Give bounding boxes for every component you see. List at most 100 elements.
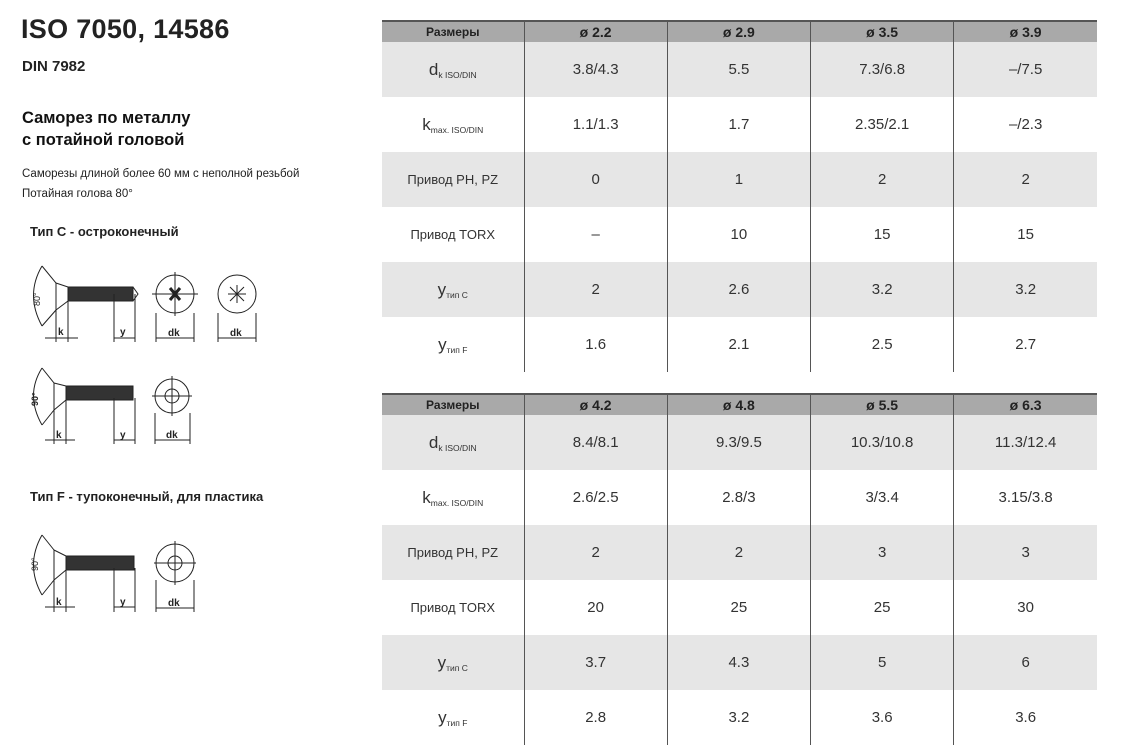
row-label-main: k (422, 114, 431, 134)
value-cell: 6 (953, 635, 1097, 690)
dimensions-table-small: Размеры ø 2.2 ø 2.9 ø 3.5 ø 3.9 dk ISO/D… (382, 20, 1097, 372)
row-label-main: Привод PH, PZ (407, 545, 499, 560)
row-label-subscript: тип F (446, 344, 468, 355)
value-cell: –/7.5 (953, 42, 1097, 97)
row-label-subscript: k ISO/DIN (438, 69, 477, 80)
value-cell: 3.6 (809, 690, 954, 745)
product-notes: Саморезы длиной более 60 мм с неполной р… (22, 164, 299, 204)
value-cell: 30 (953, 580, 1097, 635)
row-label: kmax. ISO/DIN (382, 470, 524, 525)
row-label-subscript: тип F (446, 717, 468, 728)
screw-head-type-f-view: dk (154, 541, 196, 612)
value-cell: 15 (809, 207, 954, 262)
header-cell: ø 5.5 (809, 393, 954, 415)
header-cell: ø 4.8 (666, 393, 811, 415)
value-cell: 3.6 (953, 690, 1097, 745)
row-label: dk ISO/DIN (382, 42, 524, 97)
row-label-subscript: max. ISO/DIN (430, 124, 484, 135)
row-label-main: y (438, 707, 447, 727)
value-cell: 3.2 (953, 262, 1097, 317)
table-row: Привод PH, PZ 0 1 2 2 (382, 152, 1097, 207)
value-cell: 1.6 (523, 317, 668, 372)
row-label-main: y (438, 334, 447, 354)
svg-text:y: y (120, 327, 126, 338)
heading-line: Саморез по металлу (22, 109, 191, 127)
product-heading: Саморез по металлу с потайной головой (22, 107, 190, 151)
value-cell: 2 (523, 525, 668, 580)
value-cell: 3.7 (523, 635, 668, 690)
table-row: Привод TORX –10 15 15 (382, 207, 1097, 262)
screw-head-torx-view: dk (152, 376, 192, 444)
row-label: Привод TORX (382, 580, 524, 635)
value-cell: 3.8/4.3 (523, 42, 668, 97)
row-label: Привод PH, PZ (382, 152, 524, 207)
value-cell: 1.1/1.3 (523, 97, 668, 152)
value-cell: 2.7 (953, 317, 1097, 372)
value-cell: 2.5 (809, 317, 954, 372)
value-cell: 3.15/3.8 (953, 470, 1097, 525)
page-title: ISO 7050, 14586 (21, 14, 230, 44)
svg-text:y: y (120, 430, 126, 441)
row-label: dk ISO/DIN (382, 415, 524, 470)
table-row: yтип F 2.8 3.2 3.6 3.6 (382, 690, 1097, 745)
value-cell: 2 (953, 152, 1097, 207)
value-cell: 10 (666, 207, 811, 262)
screw-head-pozidriv-view: dk (217, 274, 257, 342)
value-cell: 15 (953, 207, 1097, 262)
value-cell: 2.8 (523, 690, 668, 745)
svg-text:k: k (56, 597, 62, 608)
row-label: yтип F (382, 690, 524, 745)
value-cell: 10.3/10.8 (809, 415, 954, 470)
screw-side-view-type-f: k y 90° (30, 534, 136, 612)
value-cell: – (523, 207, 668, 262)
row-label: Привод TORX (382, 207, 524, 262)
row-label: kmax. ISO/DIN (382, 97, 524, 152)
value-cell: 2.6/2.5 (523, 470, 668, 525)
row-label-main: k (422, 487, 431, 507)
value-cell: 2.8/3 (666, 470, 811, 525)
row-label-main: d (428, 432, 439, 452)
row-label: yтип C (382, 262, 524, 317)
svg-text:80°: 80° (32, 292, 42, 306)
svg-text:dk: dk (168, 598, 180, 609)
note: Потайная голова 80° (22, 188, 133, 200)
screw-side-view-phillips: k y 80° (32, 265, 139, 342)
row-label: Привод PH, PZ (382, 525, 524, 580)
row-label-main: Привод TORX (410, 600, 496, 615)
svg-text:90°: 90° (30, 557, 40, 571)
page-subtitle: DIN 7982 (22, 58, 86, 75)
svg-text:dk: dk (168, 328, 180, 339)
table-header-row: Размеры ø 4.2 ø 4.8 ø 5.5 ø 6.3 (382, 393, 1097, 415)
value-cell: 1.7 (666, 97, 811, 152)
value-cell: 25 (809, 580, 954, 635)
header-cell: ø 2.9 (666, 20, 811, 42)
type-c-label: Тип С - остроконечный (30, 224, 179, 239)
value-cell: 0 (523, 152, 668, 207)
row-label-subscript: max. ISO/DIN (430, 497, 484, 508)
table-row: dk ISO/DIN 8.4/8.1 9.3/9.5 10.3/10.8 11.3/12… (382, 415, 1097, 470)
value-cell: 3 (953, 525, 1097, 580)
value-cell: 5 (809, 635, 954, 690)
screw-head-phillips-view: dk (152, 272, 198, 342)
value-cell: 1 (666, 152, 811, 207)
header-cell: ø 6.3 (953, 393, 1097, 415)
row-label-subscript: тип C (446, 289, 468, 300)
row-label: yтип C (382, 635, 524, 690)
value-cell: 11.3/12.4 (953, 415, 1097, 470)
table-row: yтип F 1.6 2.1 2.5 2.7 (382, 317, 1097, 372)
svg-text:y: y (120, 597, 126, 608)
screw-side-view-torx: k y 90° (30, 367, 136, 444)
value-cell: –/2.3 (953, 97, 1097, 152)
row-label-subscript: k ISO/DIN (438, 442, 477, 453)
value-cell: 5.5 (666, 42, 811, 97)
value-cell: 2.6 (666, 262, 811, 317)
dimensions-table-large: Размеры ø 4.2 ø 4.8 ø 5.5 ø 6.3 dk ISO/D… (382, 393, 1097, 745)
row-label-subscript: тип C (446, 662, 468, 673)
value-cell: 2.1 (666, 317, 811, 372)
value-cell: 8.4/8.1 (523, 415, 668, 470)
header-cell: Размеры (382, 20, 524, 42)
svg-text:dk: dk (230, 328, 242, 339)
svg-text:k: k (56, 430, 62, 441)
value-cell: 3/3.4 (809, 470, 954, 525)
value-cell: 2 (523, 262, 668, 317)
